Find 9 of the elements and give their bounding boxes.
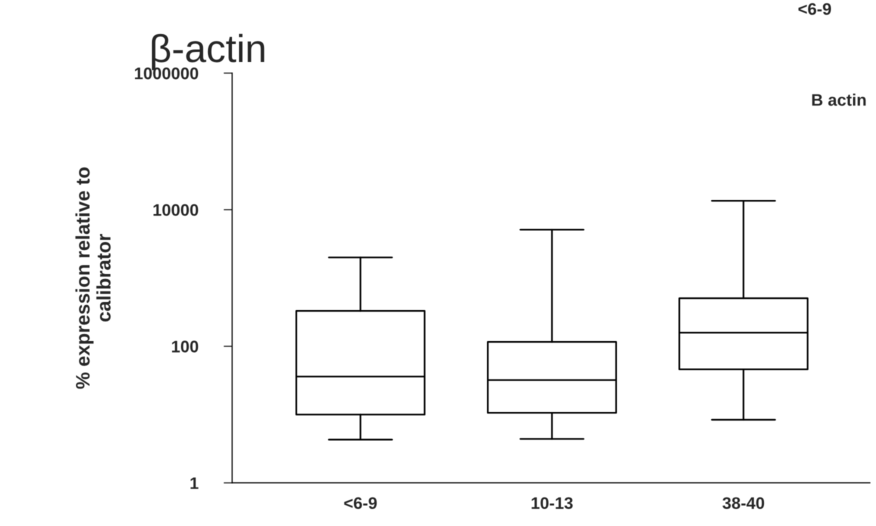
x-tick-label: <6-9	[344, 497, 377, 509]
y-tick-label: 100	[172, 340, 198, 352]
x-tick-label: 10-13	[532, 497, 573, 510]
x-tick-label: 38-40	[722, 497, 764, 510]
annotation: B actin	[812, 94, 866, 106]
y-tick-label: 1	[190, 477, 198, 489]
y-tick-label: 10000	[154, 204, 198, 216]
text: <6-9	[798, 3, 831, 15]
y-axis-title: % expression relative to calibrator	[75, 167, 111, 389]
